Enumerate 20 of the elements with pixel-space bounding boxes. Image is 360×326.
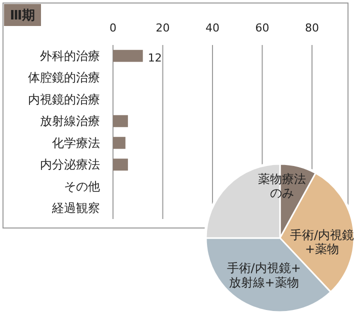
data-label: 12 [148,51,162,64]
x-tick-label: 40 [206,22,220,34]
bar [113,136,126,149]
x-tick-label: 20 [156,22,170,34]
y-tick-label: 内分泌療法 [40,158,100,172]
bar [113,50,143,62]
x-tick-label: 80 [305,22,319,34]
x-tick-label: 0 [110,22,116,34]
y-tick-label: 内視鏡的治療 [28,92,100,106]
y-tick-label: 体腔鏡的治療 [28,70,100,85]
bar [113,158,128,171]
chart-title: Ⅲ期 [10,8,36,24]
y-tick-label: 化学療法 [52,136,100,150]
y-tick-label: その他 [64,179,100,194]
x-tick-label: 60 [255,22,270,34]
y-tick-label: 外科的治療 [40,48,100,63]
y-tick-label: 放射線治療 [40,114,100,128]
slice-label: 手術/内視鏡+放射線+薬物 [226,261,301,290]
y-tick-label: 経過観察 [51,201,100,216]
bar [113,115,128,128]
